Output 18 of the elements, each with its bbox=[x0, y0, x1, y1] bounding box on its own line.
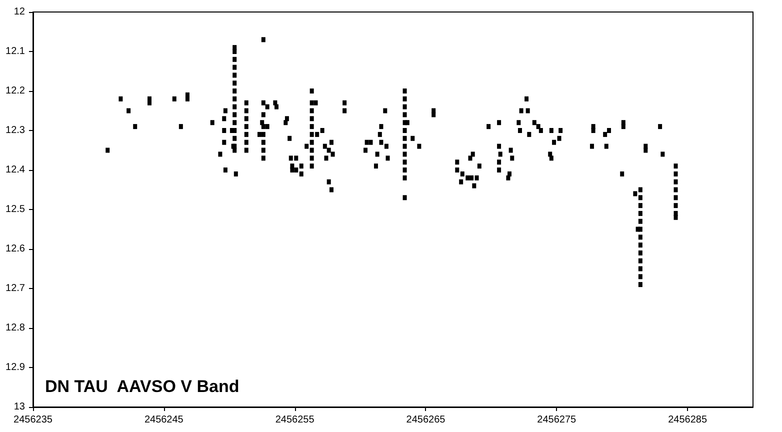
x-tick-label: 2456265 bbox=[406, 414, 446, 426]
x-tick-label: 2456235 bbox=[14, 414, 53, 426]
x-tick-label: 2456275 bbox=[537, 414, 577, 426]
y-tick-label: 13 bbox=[14, 402, 26, 412]
y-tick-label: 12.4 bbox=[6, 164, 26, 176]
text: DN TAU AAVSO V Band bbox=[45, 377, 240, 396]
y-tick-label: 12.7 bbox=[6, 283, 26, 294]
y-tick-label: 12 bbox=[14, 6, 26, 18]
y-tick-label: 12.2 bbox=[6, 86, 26, 96]
y-tick-label: 12.1 bbox=[6, 46, 26, 57]
x-tick-label: 2456285 bbox=[668, 414, 708, 426]
y-tick-label: 12.6 bbox=[6, 244, 26, 254]
x-tick-label: 2456245 bbox=[144, 414, 184, 426]
y-tick-label: 12.8 bbox=[6, 322, 26, 334]
y-tick-label: 12.9 bbox=[6, 362, 26, 373]
y-tick-label: 12.3 bbox=[6, 125, 26, 136]
x-tick-label: 2456255 bbox=[275, 414, 315, 426]
y-tick-label: 12.5 bbox=[6, 204, 26, 215]
